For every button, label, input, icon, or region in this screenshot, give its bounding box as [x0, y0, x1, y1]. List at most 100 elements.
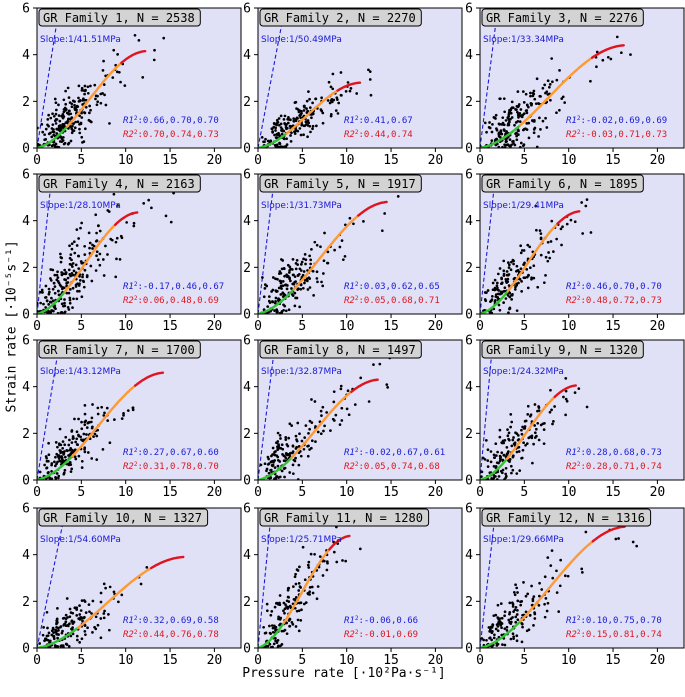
- r2-annotation: R22:0.15,0.81,0.74: [566, 629, 662, 641]
- data-point: [57, 629, 60, 632]
- data-point: [492, 453, 496, 457]
- data-point: [47, 441, 50, 445]
- data-point: [51, 626, 55, 630]
- data-point: [38, 642, 42, 645]
- data-point: [51, 112, 54, 116]
- data-point: [91, 243, 94, 247]
- data-point: [296, 129, 300, 133]
- data-point: [68, 438, 71, 442]
- data-point: [59, 252, 62, 256]
- data-point: [537, 603, 541, 607]
- data-point: [71, 129, 75, 132]
- y-tick-label: 2: [243, 427, 251, 442]
- data-point: [304, 120, 308, 124]
- data-point: [545, 126, 549, 129]
- data-point: [262, 295, 266, 299]
- data-point: [70, 441, 74, 444]
- data-point: [51, 130, 55, 134]
- data-point: [503, 614, 506, 618]
- data-point: [340, 239, 344, 243]
- data-point: [61, 644, 65, 647]
- y-tick-label: 6: [243, 2, 251, 17]
- data-point: [326, 261, 330, 265]
- data-point: [538, 94, 542, 98]
- data-point: [537, 102, 541, 106]
- data-point: [623, 168, 626, 171]
- x-tick-label: 10: [118, 653, 134, 668]
- data-point: [44, 637, 48, 641]
- data-point: [82, 111, 86, 114]
- data-point: [284, 309, 288, 313]
- x-tick-label: 20: [428, 319, 444, 334]
- data-point: [273, 605, 277, 609]
- data-point: [263, 287, 267, 290]
- data-point: [527, 628, 531, 632]
- data-point: [293, 291, 297, 295]
- data-point: [83, 412, 87, 416]
- data-point: [555, 591, 559, 594]
- data-point: [329, 429, 332, 433]
- data-point: [522, 581, 525, 584]
- fit-curve-mid: [63, 223, 117, 293]
- data-point: [116, 204, 120, 207]
- plot-area: [258, 508, 362, 648]
- data-point: [557, 610, 561, 613]
- data-point: [298, 267, 302, 271]
- data-point: [45, 466, 49, 470]
- data-point: [311, 124, 315, 128]
- y-tick-label: 6: [465, 334, 473, 349]
- data-point: [288, 624, 292, 628]
- data-point: [271, 127, 274, 130]
- data-point: [500, 622, 504, 625]
- data-point: [109, 237, 113, 241]
- data-point: [510, 297, 514, 301]
- data-point: [348, 89, 352, 93]
- data-point: [53, 644, 57, 647]
- data-point: [274, 123, 278, 126]
- data-point: [314, 97, 317, 101]
- data-point: [359, 376, 363, 380]
- data-point: [585, 405, 589, 409]
- data-point: [383, 212, 387, 215]
- data-point: [537, 135, 540, 138]
- data-point: [555, 569, 558, 573]
- data-point: [48, 290, 51, 294]
- data-point: [307, 566, 311, 569]
- data-point: [68, 296, 72, 300]
- data-point: [81, 103, 84, 106]
- data-point: [506, 434, 510, 438]
- data-point: [532, 89, 536, 93]
- r2-annotation: R22:0.44,0.76,0.78: [123, 629, 219, 641]
- x-tick-label: 0: [254, 653, 262, 668]
- data-point: [309, 552, 313, 556]
- data-point: [80, 599, 84, 602]
- data-point: [49, 277, 52, 280]
- data-point: [532, 131, 536, 135]
- data-point: [276, 431, 280, 435]
- data-point: [486, 465, 490, 468]
- data-point: [55, 118, 59, 121]
- data-point: [50, 144, 54, 148]
- data-point: [83, 404, 87, 407]
- data-point: [45, 610, 49, 614]
- data-point: [112, 48, 116, 52]
- data-point: [83, 268, 87, 272]
- data-point: [99, 591, 103, 595]
- data-point: [325, 411, 328, 414]
- data-point: [521, 128, 525, 132]
- data-point: [86, 91, 90, 95]
- data-point: [321, 121, 325, 125]
- data-point: [503, 627, 507, 631]
- data-point: [54, 122, 58, 125]
- data-point: [505, 136, 509, 140]
- data-point: [78, 640, 81, 644]
- panel-title: GR Family 11, N = 1280: [264, 511, 423, 525]
- data-point: [69, 634, 73, 638]
- data-point: [281, 280, 285, 283]
- data-point: [320, 109, 324, 113]
- data-point: [538, 229, 542, 232]
- data-point: [61, 450, 65, 454]
- data-point: [78, 275, 81, 278]
- fit-curve-high: [120, 50, 147, 65]
- data-point: [63, 268, 67, 272]
